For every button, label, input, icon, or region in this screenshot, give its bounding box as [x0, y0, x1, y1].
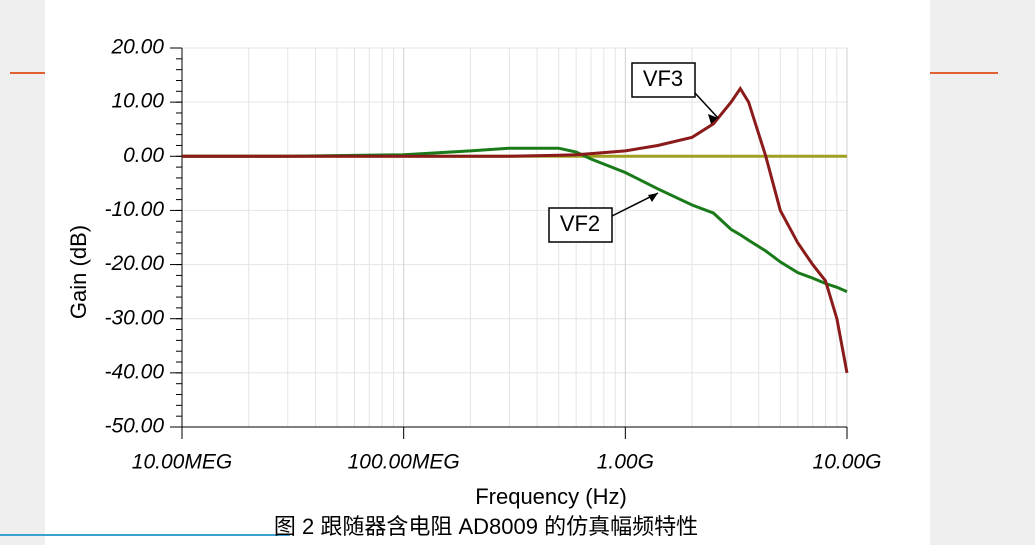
y-tick-label: -10.00 — [104, 198, 164, 221]
caption: 图 2 跟随器含电阻 AD8009 的仿真幅频特性 — [274, 514, 698, 539]
callout-arrow — [694, 92, 719, 119]
x-tick-label: 100.00MEG — [348, 451, 460, 474]
x-tick-label: 10.00G — [813, 451, 882, 474]
arrow-head — [708, 114, 718, 124]
y-tick-label: 10.00 — [111, 90, 164, 113]
y-tick-label: 0.00 — [123, 144, 164, 167]
y-tick-label: -40.00 — [104, 360, 164, 383]
panel — [45, 0, 930, 545]
y-tick-label: -30.00 — [104, 306, 164, 329]
y-axis-label: Gain (dB) — [66, 225, 91, 319]
y-tick-label: 20.00 — [110, 36, 164, 59]
series-label: VF3 — [643, 66, 683, 91]
series-line — [182, 85, 849, 374]
x-tick-label: 1.00G — [597, 451, 654, 474]
callout-box — [548, 207, 613, 243]
series-line — [182, 146, 848, 293]
series-label: VF2 — [560, 211, 600, 236]
x-tick-label: 10.00MEG — [132, 451, 232, 474]
arrow-head — [648, 193, 658, 202]
y-tick-label: -50.00 — [104, 415, 164, 438]
callout-box — [631, 62, 696, 98]
y-tick-label: -20.00 — [104, 252, 164, 275]
x-axis-label: Frequency (Hz) — [475, 484, 627, 509]
